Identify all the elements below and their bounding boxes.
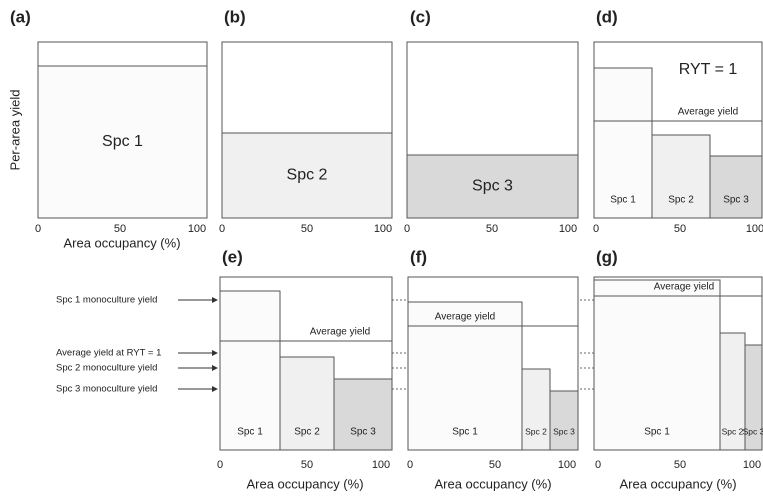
species-label: Spc 3 — [723, 195, 749, 206]
x-tick-label: 50 — [486, 223, 498, 235]
x-tick-label: 50 — [301, 223, 313, 235]
species-label: Spc 1 — [237, 427, 263, 438]
species-label: Spc 2 — [525, 426, 547, 436]
panel-label: (g) — [596, 247, 618, 266]
species-area — [333, 378, 393, 451]
average-label: Average yield — [654, 282, 714, 293]
x-tick-label: 0 — [35, 223, 41, 235]
x-tick-label: 100 — [374, 223, 392, 235]
species-area — [651, 134, 711, 219]
annotation: Average yield at RYT = 1 — [56, 348, 161, 359]
x-tick-label: 0 — [217, 459, 223, 471]
species-label: Spc 2 — [722, 426, 744, 436]
species-area — [549, 390, 579, 451]
species-area — [744, 344, 763, 451]
x-tick-label: 0 — [219, 223, 225, 235]
x-axis-label: Area occupancy (%) — [434, 476, 551, 491]
x-axis-label: Area occupancy (%) — [246, 476, 363, 491]
y-axis-label: Per-area yield — [7, 90, 22, 171]
x-tick-label: 0 — [404, 223, 410, 235]
annotation: Spc 2 monoculture yield — [56, 363, 157, 374]
panel-label: (d) — [596, 7, 618, 26]
average-label: Average yield — [310, 327, 370, 338]
species-area — [219, 290, 281, 451]
panel-label: (f) — [410, 247, 427, 266]
x-tick-label: 50 — [489, 459, 501, 471]
species-label: Spc 1 — [452, 427, 478, 438]
x-tick-label: 50 — [301, 459, 313, 471]
x-tick-label: 100 — [743, 459, 761, 471]
species-label: Spc 1 — [610, 195, 636, 206]
panel-label: (b) — [224, 7, 246, 26]
x-axis-label: Area occupancy (%) — [63, 235, 180, 250]
x-tick-label: 100 — [559, 223, 577, 235]
species-label: Spc 2 — [287, 167, 328, 184]
annotation: Spc 3 monoculture yield — [56, 384, 157, 395]
species-area — [37, 65, 208, 219]
x-tick-label: 0 — [595, 459, 601, 471]
panel-label: (a) — [10, 7, 31, 26]
species-area — [221, 132, 393, 219]
x-tick-label: 0 — [593, 223, 599, 235]
panel-label: (e) — [222, 247, 243, 266]
average-label: Average yield — [678, 107, 738, 118]
species-area — [719, 332, 746, 451]
x-tick-label: 100 — [188, 223, 206, 235]
x-tick-label: 50 — [674, 223, 686, 235]
x-tick-label: 0 — [407, 459, 413, 471]
x-tick-label: 100 — [558, 459, 576, 471]
x-tick-label: 100 — [372, 459, 390, 471]
x-axis-label: Area occupancy (%) — [619, 476, 736, 491]
species-area — [521, 368, 551, 451]
species-label: Spc 3 — [743, 426, 763, 436]
ryt-label: RYT = 1 — [679, 61, 738, 78]
species-label: Spc 3 — [350, 427, 376, 438]
average-label: Average yield — [435, 312, 495, 323]
species-label: Spc 2 — [668, 195, 694, 206]
annotation: Spc 1 monoculture yield — [56, 295, 157, 306]
species-label: Spc 2 — [294, 427, 320, 438]
species-area — [406, 154, 579, 219]
species-label: Spc 1 — [644, 427, 670, 438]
x-tick-label: 100 — [746, 223, 763, 235]
x-tick-label: 50 — [114, 223, 126, 235]
x-tick-label: 50 — [674, 459, 686, 471]
species-area — [593, 279, 721, 451]
species-label: Spc 1 — [102, 133, 143, 150]
panel-label: (c) — [410, 7, 431, 26]
species-area — [709, 155, 763, 219]
species-label: Spc 3 — [553, 426, 575, 436]
species-area — [407, 301, 523, 451]
species-label: Spc 3 — [472, 178, 513, 195]
